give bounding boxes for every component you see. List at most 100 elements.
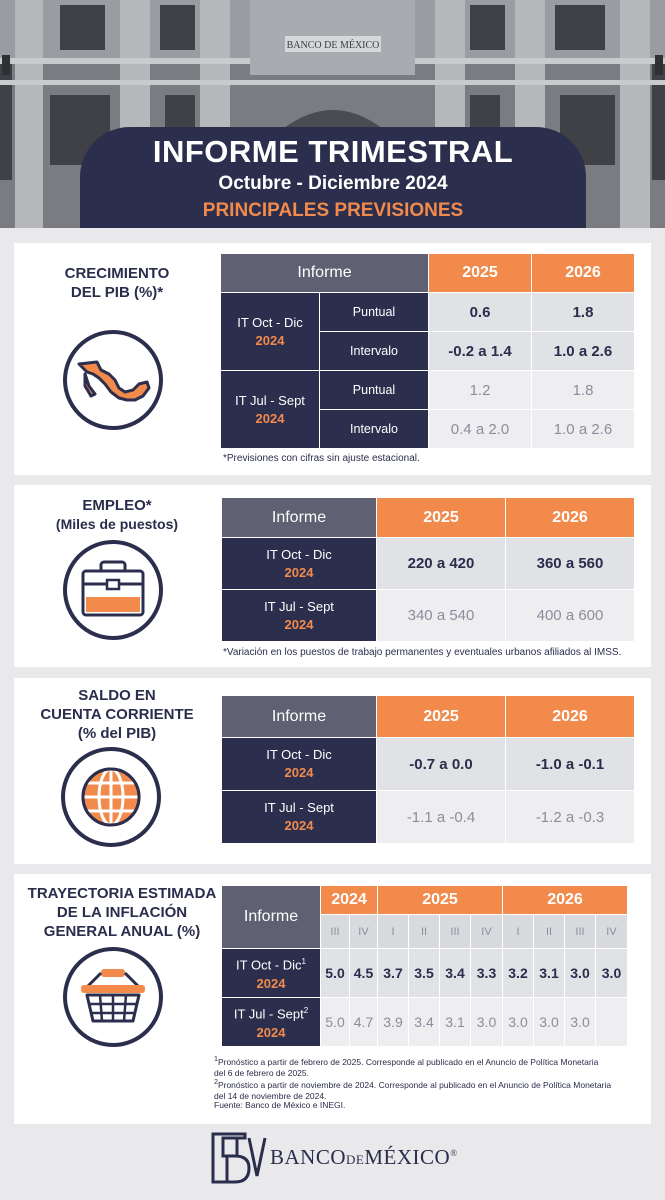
empleo-value: 360 a 560 xyxy=(506,538,634,589)
cuenta-label-line1: SALDO EN xyxy=(78,687,156,704)
inflacion-value: 3.2 xyxy=(503,949,533,997)
cuenta-value: -0.7 a 0.0 xyxy=(377,738,505,790)
pib-sub-intervalo: Intervalo xyxy=(320,410,428,448)
report-period: Octubre - Diciembre 2024 xyxy=(218,173,448,194)
pib-value: 1.8 xyxy=(532,293,634,331)
empleo-label: EMPLEO* (Miles de puestos) xyxy=(14,496,220,534)
inflacion-value: 3.0 xyxy=(565,998,595,1046)
cuenta-report-label: IT Oct - Dic xyxy=(266,747,332,762)
pib-value: 0.6 xyxy=(429,293,531,331)
page-title: INFORME TRIMESTRAL xyxy=(152,134,514,169)
inflacion-row-oct-dic: IT Oct - Dic1 2024 xyxy=(222,949,320,997)
inflacion-value: 5.0 xyxy=(321,998,349,1046)
inflacion-value: 3.0 xyxy=(471,998,502,1046)
pib-value: -0.2 a 1.4 xyxy=(429,332,531,370)
globe-icon xyxy=(61,747,161,847)
cuenta-report-year: 2024 xyxy=(284,765,314,780)
inflacion-quarter-header: I xyxy=(378,915,408,948)
card-cuenta-corriente: SALDO EN CUENTA CORRIENTE (% del PIB) In… xyxy=(14,678,651,864)
building-inscription: BANCO DE MÉXICO xyxy=(287,39,380,51)
empleo-report-label: IT Jul - Sept xyxy=(264,598,334,614)
empleo-header-2026: 2026 xyxy=(506,498,634,537)
banxico-logo xyxy=(211,1132,267,1184)
inflacion-value xyxy=(596,998,627,1046)
empleo-value: 220 a 420 xyxy=(377,538,505,589)
inflacion-quarter-header: II xyxy=(534,915,564,948)
empleo-row-oct-dic: IT Oct - Dic 2024 xyxy=(222,538,376,589)
inflacion-report-label: IT Jul - Sept2 xyxy=(233,1006,309,1022)
section-tagline: PRINCIPALES PREVISIONES xyxy=(202,200,464,221)
cuenta-value: -1.1 a -0.4 xyxy=(377,791,505,843)
pib-sub-puntual: Puntual xyxy=(320,293,428,331)
inflacion-quarter-header: II xyxy=(409,915,439,948)
inflacion-header-2025: 2025 xyxy=(378,886,502,914)
pib-label-line1: CRECIMIENTO xyxy=(64,265,170,282)
pib-value: 1.2 xyxy=(429,371,531,409)
inflacion-quarter-header: IV xyxy=(596,915,627,948)
empleo-value: 400 a 600 xyxy=(506,590,634,641)
inflacion-quarter-header: III xyxy=(440,915,470,948)
cuenta-report-label: IT Jul - Sept xyxy=(264,800,334,815)
inflacion-value: 3.5 xyxy=(409,949,439,997)
empleo-header-informe: Informe xyxy=(222,498,376,537)
inflacion-quarter-header: III xyxy=(321,915,349,948)
cuenta-label-line3: (% del PIB) xyxy=(77,725,157,742)
cuenta-report-year: 2024 xyxy=(284,818,314,833)
inflacion-value: 3.1 xyxy=(440,998,470,1046)
shopping-basket-icon xyxy=(63,947,163,1047)
inflacion-label-line1: TRAYECTORIA ESTIMADA xyxy=(27,885,217,902)
pib-value: 1.0 a 2.6 xyxy=(532,332,634,370)
cuenta-header-2025: 2025 xyxy=(377,696,505,737)
cuenta-value: -1.0 a -0.1 xyxy=(506,738,634,790)
inflacion-header-2026: 2026 xyxy=(503,886,627,914)
cuenta-value: -1.2 a -0.3 xyxy=(506,791,634,843)
inflacion-quarter-header: IV xyxy=(471,915,502,948)
inflacion-value: 4.7 xyxy=(350,998,377,1046)
empleo-report-year: 2024 xyxy=(284,564,314,580)
inflacion-value: 3.4 xyxy=(409,998,439,1046)
inflacion-report-year: 2024 xyxy=(256,975,286,991)
pib-sub-intervalo: Intervalo xyxy=(320,332,428,370)
pib-report-label: IT Jul - Sept xyxy=(235,392,305,408)
pib-report-year: 2024 xyxy=(255,332,285,348)
pib-row-jul-sept: IT Jul - Sept 2024 xyxy=(221,371,319,448)
pib-row-oct-dic: IT Oct - Dic 2024 xyxy=(221,293,319,370)
card-pib: CRECIMIENTO DEL PIB (%)* Informe 2025 20… xyxy=(14,243,651,475)
card-inflacion: TRAYECTORIA ESTIMADA DE LA INFLACIÓN GEN… xyxy=(14,874,651,1124)
inflacion-label-line3: GENERAL ANUAL (%) xyxy=(43,923,201,940)
cuenta-label-line2: CUENTA CORRIENTE xyxy=(40,706,194,723)
pib-header-2026: 2026 xyxy=(532,254,634,292)
cuenta-header-2026: 2026 xyxy=(506,696,634,737)
inflacion-value: 3.3 xyxy=(471,949,502,997)
briefcase-icon xyxy=(63,540,163,640)
empleo-header-2025: 2025 xyxy=(377,498,505,537)
pib-sub-puntual: Puntual xyxy=(320,371,428,409)
header-hero: BANCO DE MÉXICO INFORME TRIMESTRAL Octub… xyxy=(0,0,665,228)
inflacion-header-2024: 2024 xyxy=(321,886,377,914)
inflacion-value: 5.0 xyxy=(321,949,349,997)
pib-value: 0.4 a 2.0 xyxy=(429,410,531,448)
inflacion-label: TRAYECTORIA ESTIMADA DE LA INFLACIÓN GEN… xyxy=(14,884,230,941)
inflacion-value: 3.4 xyxy=(440,949,470,997)
inflacion-report-year: 2024 xyxy=(256,1024,286,1040)
cuenta-row-oct-dic: IT Oct - Dic 2024 xyxy=(222,738,376,790)
inflacion-quarter-header: IV xyxy=(350,915,377,948)
empleo-report-label: IT Oct - Dic xyxy=(266,546,332,562)
pib-header-informe: Informe xyxy=(221,254,428,292)
inflacion-value: 3.0 xyxy=(503,998,533,1046)
empleo-label-line1: EMPLEO* xyxy=(82,497,152,514)
inflacion-value: 4.5 xyxy=(350,949,377,997)
pib-header-2025: 2025 xyxy=(429,254,531,292)
inflacion-footnote-1: 1Pronóstico a partir de febrero de 2025.… xyxy=(214,1055,599,1078)
empleo-report-year: 2024 xyxy=(284,616,314,632)
empleo-label-line2: (Miles de puestos) xyxy=(55,516,179,532)
mexico-map-icon xyxy=(63,330,163,430)
cuenta-header-informe: Informe xyxy=(222,696,376,737)
inflacion-header-informe: Informe xyxy=(222,886,320,948)
empleo-footnote: *Variación en los puestos de trabajo per… xyxy=(223,647,622,658)
cuenta-label: SALDO EN CUENTA CORRIENTE (% del PIB) xyxy=(14,686,220,743)
inflacion-value: 3.1 xyxy=(534,949,564,997)
inflacion-value: 3.0 xyxy=(596,949,627,997)
empleo-row-jul-sept: IT Jul - Sept 2024 xyxy=(222,590,376,641)
inflacion-row-jul-sept: IT Jul - Sept2 2024 xyxy=(222,998,320,1046)
